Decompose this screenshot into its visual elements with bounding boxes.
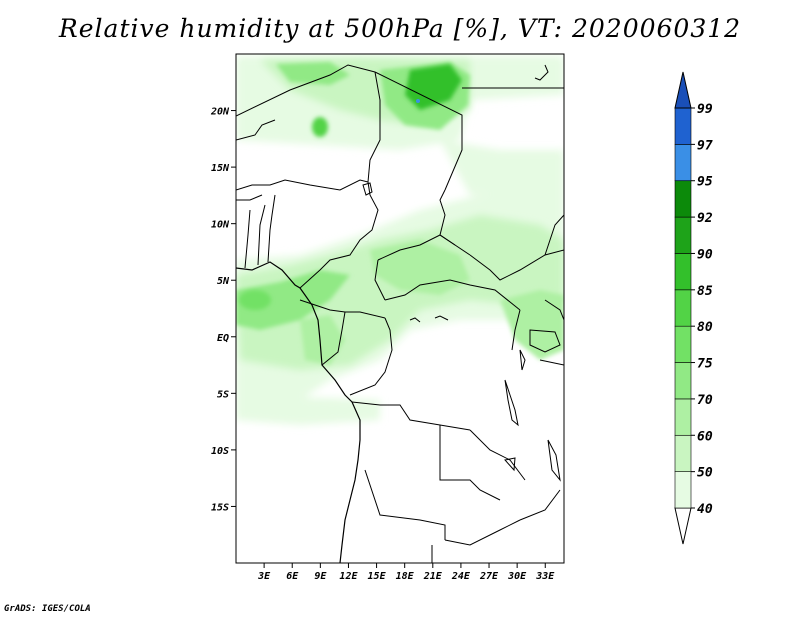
colorbar-label: 90 [697,247,713,262]
lat-tick-label: EQ [217,333,229,344]
border-angola-zambia [439,425,501,501]
nile-marker [409,315,449,323]
lon-tick-label: 15E [368,571,387,582]
lake-victoria [529,329,561,353]
lon-tick-label: 30E [507,571,527,582]
humidity-region-peak-gulf [239,290,271,310]
chart-title: Relative humidity at 500hPa [%], VT: 202… [58,14,742,43]
humidity-region-southwest [236,395,380,425]
border-drc-angola [351,401,471,431]
colorbar-swatch [674,325,692,363]
humidity-region-peak-north [405,64,462,110]
colorbar-swatch [674,107,692,145]
colorbar-label: 85 [697,284,713,299]
boundaries [236,64,564,563]
lat-axis: 20N 15N 10N 5N EQ 5S 10S 15S [210,107,236,513]
colorbar-swatch [674,144,692,182]
lon-tick-label: 12E [339,571,358,582]
lat-tick-label: 15S [211,502,229,513]
lake-malawi [547,439,561,482]
border-burkina [236,194,263,201]
humidity-region-core-gulf [236,270,350,330]
lon-tick-label: 3E [257,571,271,582]
border-chad-car [377,234,471,261]
border-sudan-southsudan [469,249,564,281]
lon-tick-label: 27E [479,571,499,582]
colorbar-swatch [674,289,692,327]
humidity-field [236,56,564,425]
lon-axis: 3E 6E 9E 12E 15E 18E 21E 24E 27E 30E 33E [257,563,555,582]
humidity-region-core-coast [300,315,345,365]
border-zambia-zimbabwe [444,519,521,546]
border-car-drc [384,279,521,311]
lake-albert [519,349,526,371]
border-niger-algeria [236,64,376,117]
colorbar-swatch [674,180,692,218]
border-cameroon-car [374,259,386,301]
border-congo-drc [349,317,393,396]
map-frame [235,53,565,564]
border-mozambique [519,489,561,521]
lat-tick-label: 20N [210,107,230,118]
colorbar-label: 70 [697,393,713,408]
colorbar-swatch [674,362,692,400]
lat-tick-label: 5N [217,276,230,287]
border-gabon-congo [321,311,346,366]
border-mali-niger [236,119,276,141]
lon-tick-label: 9E [314,571,327,582]
border-benin-togo [257,204,266,266]
coastline-gulf-of-guinea [236,261,361,563]
border-angola-namibia [364,469,446,540]
lake-chad [362,182,373,196]
lat-tick-label: 5S [217,389,229,400]
border-ethiopia [544,214,564,256]
colorbar-label: 92 [697,211,713,226]
colorbar-swatch [674,471,692,509]
colorbar-swatch [674,253,692,291]
lon-tick-label: 6E [286,571,299,582]
border-uganda-kenya [544,299,564,321]
humidity-region-core-east [500,290,564,360]
humidity-region-max-blue [416,99,420,103]
grads-credit: GrADS: IGES/COLA [4,604,91,614]
lon-tick-label: 18E [396,571,415,582]
humidity-region-core-west [276,62,350,85]
colorbar-label: 40 [697,502,713,517]
humidity-region-east-upper [440,140,564,195]
colorbar: 40 50 60 70 75 80 85 90 92 95 97 99 [674,71,713,545]
border-ghana [244,209,251,269]
border-drc-zambia [469,429,526,481]
red-sea-coast [534,64,549,81]
colorbar-label: 50 [697,466,713,481]
colorbar-label: 99 [697,102,713,117]
colorbar-under-arrow [674,507,692,545]
colorbar-label: 97 [697,138,713,153]
border-uganda-drc [511,309,521,351]
lon-tick-label: 21E [423,571,443,582]
colorbar-label: 60 [697,429,713,444]
border-kenya-tanzania [539,359,564,366]
lake-mweru [504,457,516,472]
border-nigeria-benin [267,194,276,263]
border-libya-egypt-sudan [374,71,463,191]
lat-tick-label: 15N [211,163,230,174]
colorbar-swatch [674,216,692,254]
colorbar-label: 80 [697,320,713,335]
colorbar-label: 95 [697,175,713,190]
colorbar-swatch [674,434,692,472]
border-niger-nigeria [236,179,369,191]
colorbar-over-arrow [674,71,692,109]
border-nigeria-cameroon [299,181,379,289]
lake-tanganyika [504,379,519,427]
colorbar-label: 75 [697,357,713,372]
lat-tick-label: 10S [211,446,229,457]
humidity-region-peak-west [312,117,328,137]
lon-tick-label: 24E [451,571,471,582]
lon-tick-label: 33E [535,571,555,582]
lat-tick-label: 10N [211,220,230,231]
colorbar-swatch [674,398,692,436]
border-libya-chad [367,71,381,183]
